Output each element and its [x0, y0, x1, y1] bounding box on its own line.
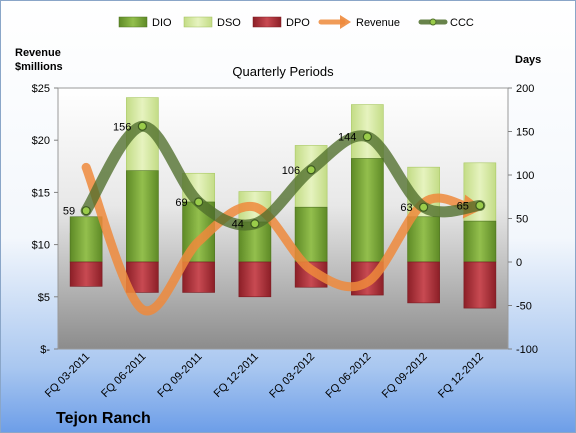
ccc-data-label: 106: [282, 165, 300, 177]
dpo-bar: [238, 261, 272, 298]
ccc-point: [362, 132, 372, 142]
right-axis-title: Days: [515, 54, 541, 66]
company-name: Tejon Ranch: [56, 410, 151, 427]
left-tick-label: $20: [32, 135, 50, 147]
left-tick-label: $25: [32, 83, 50, 95]
ccc-data-label: 65: [457, 200, 469, 212]
left-tick-label: $10: [32, 240, 50, 252]
x-tick-label: FQ 09-2012: [380, 351, 430, 401]
ccc-data-label: 144: [338, 132, 356, 144]
dio-bar: [351, 158, 384, 263]
x-tick-label: FQ 06-2012: [324, 351, 374, 401]
legend-item-dio: DIO: [118, 16, 172, 29]
right-tick-label: -100: [516, 344, 538, 356]
legend-label-dpo: DPO: [286, 17, 310, 29]
ccc-point: [306, 165, 316, 175]
right-axis-ticks: -100 -50 0 50 100 150 200: [508, 83, 538, 356]
right-tick-label: 150: [516, 127, 534, 139]
ccc-point: [81, 206, 91, 216]
ccc-data-label: 63: [400, 202, 412, 214]
dpo-bar: [407, 261, 440, 304]
legend-marker-ccc: [429, 18, 437, 26]
chart-title: Quarterly Periods: [232, 64, 334, 79]
legend-swatch-dio: [118, 16, 148, 28]
series-lines: [80, 120, 486, 316]
left-axis-ticks: $- $5 $10 $15 $20 $25: [32, 83, 58, 356]
left-tick-label: $15: [32, 187, 50, 199]
ccc-data-label: 156: [113, 121, 131, 133]
dpo-bar: [182, 261, 215, 293]
legend-item-dso: DSO: [183, 16, 241, 29]
legend: DIO DSO DPO Revenue CCC: [118, 15, 474, 29]
legend-arrow-revenue: [340, 15, 351, 29]
ccc-point: [250, 219, 260, 229]
dpo-bar: [69, 261, 103, 287]
x-tick-label: FQ 06-2011: [99, 351, 148, 400]
dio-bar: [463, 220, 497, 263]
ccc-data-labels: 59 156 69 44 106 144 63 65: [63, 121, 469, 230]
ccc-point: [475, 200, 485, 211]
x-axis-tick-labels: FQ 03-2011 FQ 06-2011 FQ 09-2011 FQ 12-2011…: [43, 351, 486, 401]
right-tick-label: 0: [516, 257, 522, 269]
ccc-point: [137, 121, 147, 131]
legend-item-dpo: DPO: [252, 16, 310, 29]
right-tick-label: 50: [516, 214, 528, 226]
ccc-data-label: 69: [175, 197, 187, 209]
dio-bar: [407, 216, 440, 263]
ccc-data-label: 44: [232, 219, 244, 231]
left-axis-title-line2: $millions: [15, 61, 63, 73]
legend-swatch-dso: [183, 16, 213, 28]
dio-bar: [126, 170, 159, 263]
ccc-data-label: 59: [63, 206, 75, 218]
ccc-point: [419, 202, 429, 212]
right-tick-label: 100: [516, 170, 534, 182]
legend-item-revenue: Revenue: [318, 15, 400, 29]
dpo-bar: [463, 261, 497, 309]
x-tick-label: FQ 03-2011: [43, 351, 92, 400]
legend-label-dio: DIO: [152, 17, 172, 29]
ccc-point: [194, 197, 204, 207]
right-tick-label: 200: [516, 83, 534, 95]
x-tick-label: FQ 09-2011: [155, 351, 204, 400]
legend-label-ccc: CCC: [450, 17, 474, 29]
legend-label-revenue: Revenue: [356, 17, 400, 29]
x-tick-label: FQ 12-2012: [436, 351, 486, 401]
legend-swatch-dpo: [252, 16, 282, 28]
x-tick-label: FQ 03-2012: [267, 351, 317, 401]
left-axis-title-line1: Revenue: [15, 47, 61, 59]
legend-label-dso: DSO: [217, 17, 241, 29]
left-tick-label: $-: [40, 344, 50, 356]
legend-item-ccc: CCC: [418, 17, 474, 29]
dio-bar: [69, 216, 103, 263]
x-tick-label: FQ 12-2011: [212, 351, 261, 400]
right-tick-label: -50: [516, 301, 532, 313]
left-tick-label: $5: [38, 292, 50, 304]
